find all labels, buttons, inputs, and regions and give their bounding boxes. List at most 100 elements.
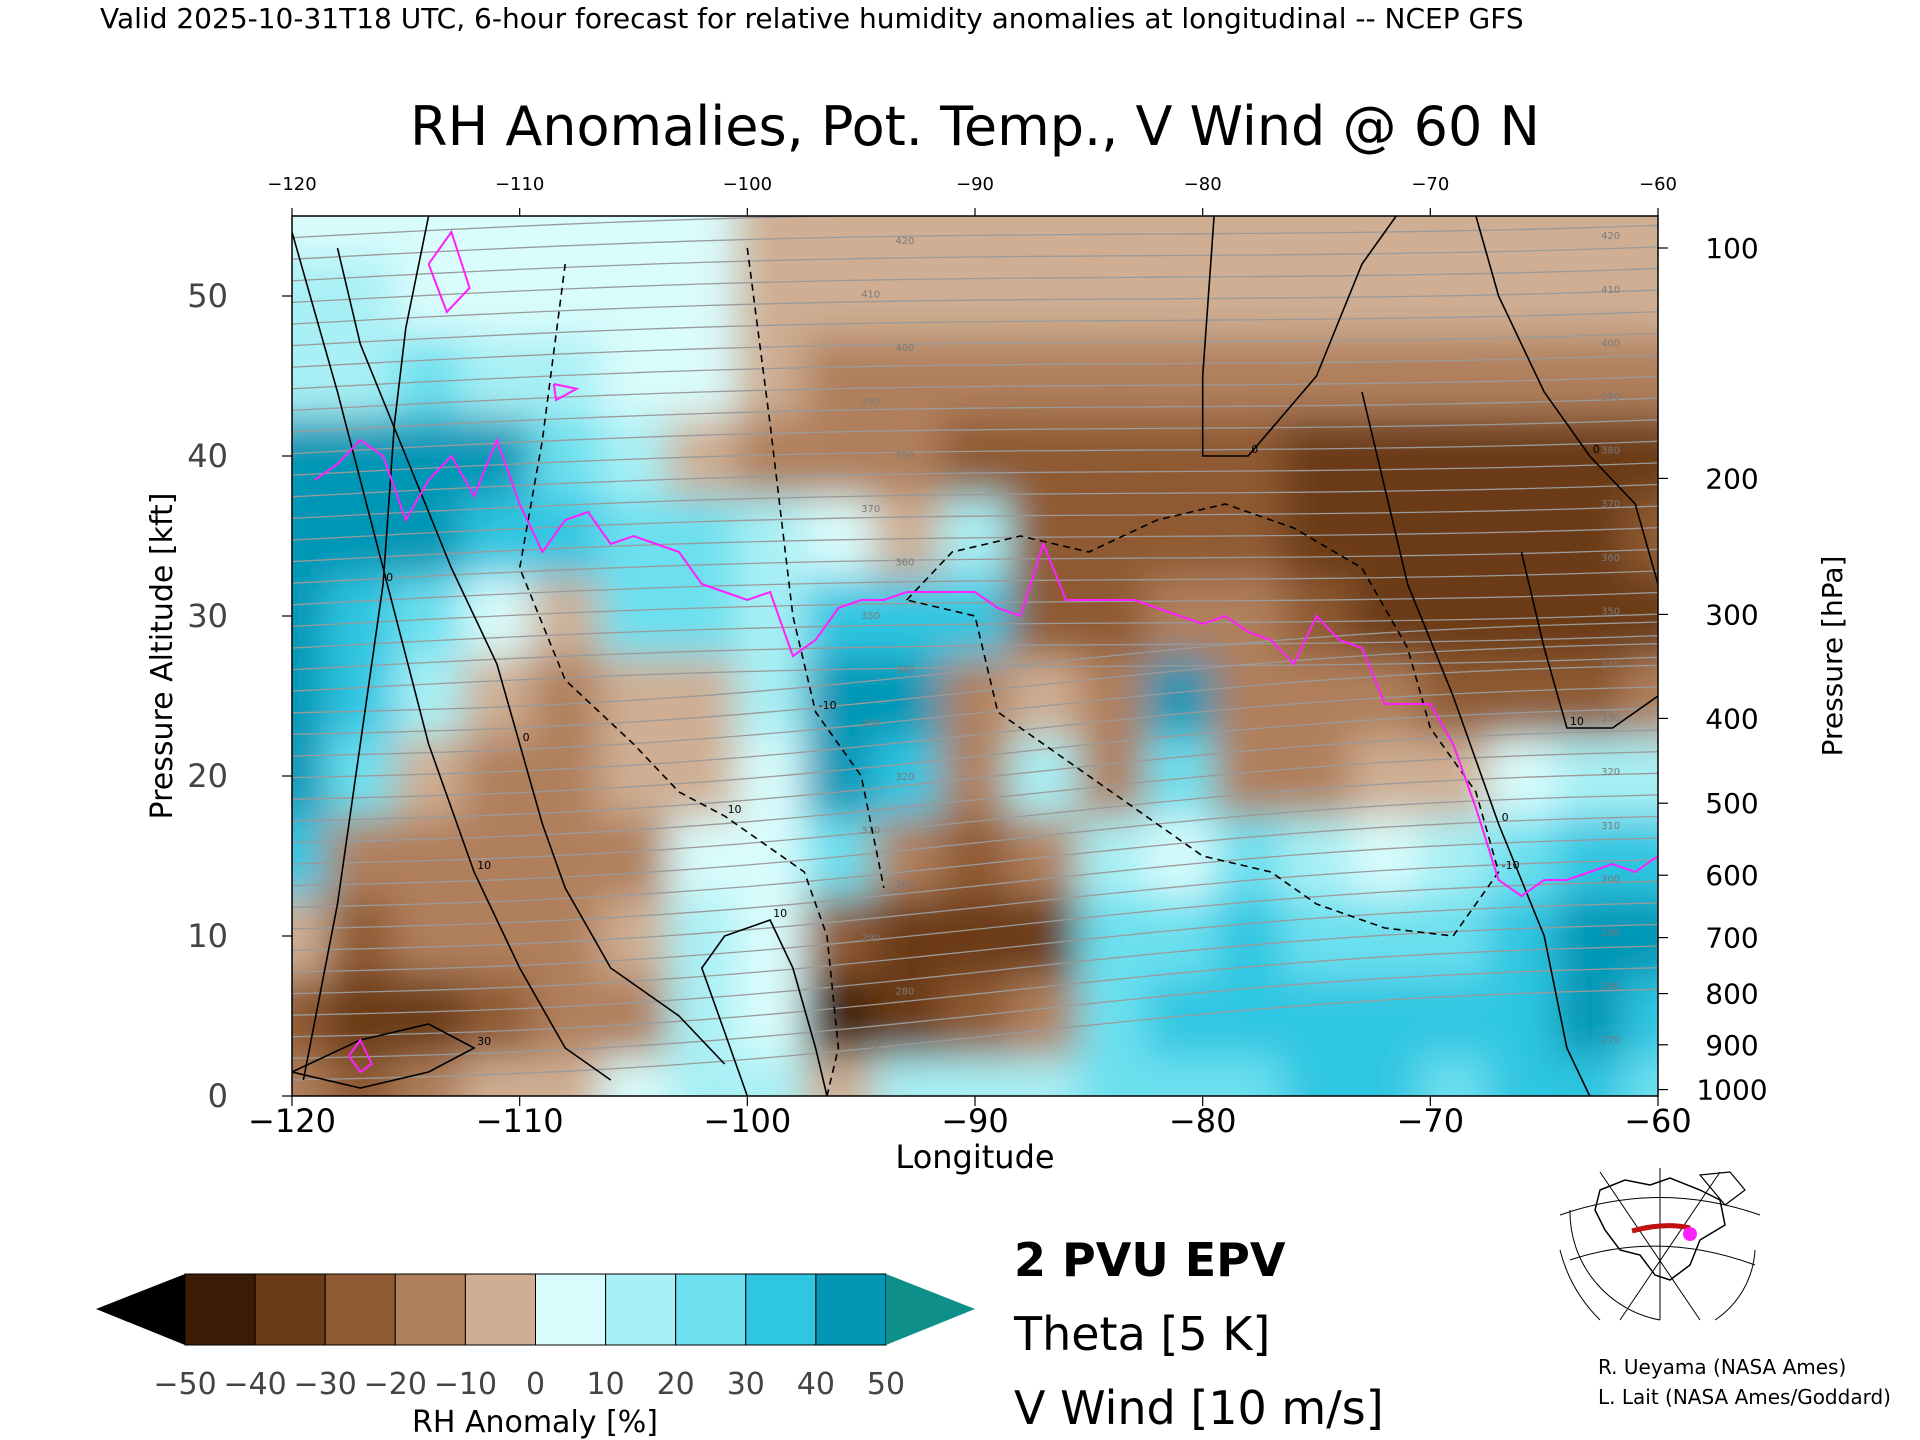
rh-cell [940,976,1011,1057]
rh-cell [940,1056,1011,1096]
theta-contour-line [292,643,1658,736]
x-tick-label: −70 [1397,1102,1465,1140]
theta-contour-line [292,751,1658,844]
theta-contour-line [292,289,1658,325]
rh-cell [1077,576,1147,657]
v-wind-contour-line [1201,216,1397,457]
rh-cell [1350,576,1420,657]
y-axis-label-left: Pressure Altitude [kft] [145,493,180,820]
rh-cell [735,656,806,737]
legend-theta: Theta [5 K] [1013,1307,1270,1361]
colorbar-tick-label: −30 [294,1367,357,1402]
rh-cell [1077,256,1147,337]
rh-cell [1009,896,1079,977]
rh-cell [804,416,874,497]
theta-label: 370 [1601,499,1620,510]
rh-cell [394,816,464,897]
theta-label: 320 [1601,767,1620,778]
theta-label: 410 [1601,285,1620,296]
rh-cell [667,896,737,977]
p-tick-label: 300 [1705,598,1758,631]
theta-label: 300 [895,879,914,890]
rh-cell [599,1056,669,1096]
rh-cell [735,1056,806,1096]
y-axis-label-right: Pressure [hPa] [1816,556,1849,757]
v-wind-label: 10 [773,907,787,920]
rh-anomaly-field [292,216,1658,1096]
theta-contour-line [292,686,1658,779]
rh-cell [1145,256,1216,337]
rh-cell [1350,736,1420,817]
rh-cell [1145,216,1216,257]
pvu-2-blob [552,383,580,402]
theta-contour-line [292,902,1658,995]
theta-contour-line [292,224,1658,260]
rh-cell [1623,416,1658,497]
rh-cell [1555,736,1625,817]
rh-cell [1487,1056,1557,1096]
theta-label: 290 [1601,928,1620,939]
theta-label: 340 [895,665,914,676]
rh-cell [1555,336,1625,417]
v-wind-label: -10 [1502,859,1520,872]
pvu-2-line [314,437,1658,898]
rh-cell [1282,896,1352,977]
rh-cell [462,416,533,497]
rh-cell [1282,256,1352,337]
theta-label: 370 [861,504,880,515]
theta-label: 330 [861,718,880,729]
rh-cell [804,496,874,577]
colorbar-tick-label: −50 [153,1367,216,1402]
rh-cell [292,496,328,577]
rh-cell [1282,736,1352,817]
rh-cell [1487,496,1557,577]
rh-cell [1282,216,1352,257]
p-tick-label: 400 [1705,702,1758,735]
v-wind-contours: 0 0 10 10 -10 -10 0 0 0 10 10 30 [292,216,1658,1096]
rh-cell [804,896,874,977]
rh-cell [1555,1056,1625,1096]
rh-cell [1009,1056,1079,1096]
v-wind-label: 10 [477,859,491,872]
rh-cell [1623,736,1658,817]
rh-cell [326,896,396,977]
top-tick-label: −60 [1639,174,1677,195]
rh-cell [1145,656,1216,737]
colorbar-box [254,1273,326,1346]
theta-contour-line [292,354,1658,390]
theta-contour-line [292,967,1658,1060]
rh-cell [394,976,464,1057]
v-wind-contour-line [1361,391,1591,1096]
rh-cell [1077,816,1147,897]
theta-label: 410 [861,290,880,301]
theta-contour-line [292,419,1658,455]
rh-cell [1009,416,1079,497]
rh-cell [292,576,328,657]
v-wind-contour-line [302,216,430,1081]
colorbar-tick-label: 50 [867,1367,905,1402]
rh-cell [1418,896,1489,977]
rh-cell [735,336,806,417]
theta-contour-line [292,815,1658,908]
rh-cell [804,576,874,657]
colorbar-tick-label: −20 [364,1367,427,1402]
colorbar-box [324,1273,396,1346]
rh-cell [872,256,942,337]
colorbar-box [605,1273,677,1346]
theta-contour-line [292,880,1658,973]
legend: 2 PVU EPV Theta [5 K] V Wind [10 m/s] [1013,1233,1384,1435]
rh-cell [1214,216,1284,257]
y-tick-label: 0 [208,1077,228,1115]
rh-cell [1282,1056,1352,1096]
theta-contour-line [292,505,1658,541]
rh-cell [872,976,942,1057]
rh-cell [462,896,533,977]
rh-cell [1623,816,1658,897]
rh-cell [599,736,669,817]
rh-cell [1623,216,1658,257]
theta-contour-line [292,311,1658,347]
v-wind-contour-line [1475,216,1658,585]
rh-cell [872,416,942,497]
